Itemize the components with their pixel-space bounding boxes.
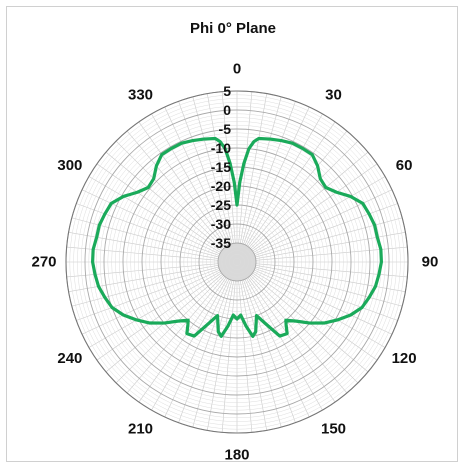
angle-tick-label: 60 <box>396 157 413 174</box>
polar-grid <box>65 90 409 434</box>
radial-gridline-minor <box>130 155 344 369</box>
radial-tick-label: -15 <box>211 159 231 175</box>
radial-gridline-minor <box>225 250 249 274</box>
radial-gridline-minor <box>88 113 386 411</box>
radial-tick-label: -30 <box>211 216 231 232</box>
radial-gridline-major <box>122 147 352 377</box>
radial-gridline-minor <box>134 159 340 365</box>
radial-gridline-minor <box>73 98 401 426</box>
radial-gridline-minor <box>107 132 367 392</box>
radial-gridline-major <box>103 128 371 396</box>
radial-tick-label: -25 <box>211 197 231 213</box>
radial-gridline-minor <box>80 105 394 419</box>
radial-gridline-major <box>160 185 314 339</box>
radial-tick-label: -20 <box>211 178 231 194</box>
radial-gridline-minor <box>118 143 356 381</box>
radial-gridline-minor <box>156 181 318 343</box>
angle-tick-label: 90 <box>422 254 439 271</box>
angle-tick-label: 180 <box>224 447 249 464</box>
radial-tick-label: -10 <box>211 140 231 156</box>
radial-gridline-minor <box>69 94 405 430</box>
radial-gridline-minor <box>137 162 337 362</box>
radial-gridline-minor <box>111 136 363 388</box>
radial-gridline-minor <box>115 140 359 384</box>
center-shade <box>218 243 256 281</box>
outer-ring <box>65 90 409 434</box>
radial-tick-label: -35 <box>211 235 231 251</box>
radial-gridline-minor <box>221 246 253 278</box>
radial-gridline-minor <box>99 124 375 400</box>
radial-tick-label: 5 <box>223 83 231 99</box>
radial-gridline-minor <box>210 235 264 289</box>
angle-tick-label: 120 <box>392 350 417 367</box>
series-line-0 <box>91 136 383 338</box>
radial-gridline-major <box>198 223 276 301</box>
radial-gridline-minor <box>229 254 245 270</box>
angle-tick-label: 330 <box>128 86 153 103</box>
radial-tick-label: -5 <box>219 121 232 137</box>
angle-tick-label: 210 <box>128 421 153 438</box>
radial-gridline-major <box>141 166 333 358</box>
angle-tick-label: 150 <box>321 421 346 438</box>
radial-gridline-minor <box>145 170 329 354</box>
radial-gridline-minor <box>213 238 261 286</box>
radial-gridline-major <box>217 242 257 282</box>
radial-gridline-minor <box>187 212 287 312</box>
radial-gridline-minor <box>77 102 397 422</box>
radial-gridline-minor <box>206 231 268 293</box>
angle-tick-label: 0 <box>233 61 241 78</box>
radial-gridline-minor <box>96 121 378 403</box>
series-group <box>91 136 383 338</box>
chart-title: Phi 0° Plane <box>189 20 277 37</box>
radial-gridline-minor <box>183 208 291 316</box>
radial-gridline-minor <box>232 257 242 267</box>
radial-tick-label: 0 <box>223 102 231 118</box>
angle-tick-label: 300 <box>57 157 82 174</box>
radial-gridline-minor <box>164 189 310 335</box>
radial-gridline-major <box>84 109 390 415</box>
radial-gridline-minor <box>126 151 348 373</box>
angle-tick-label: 30 <box>325 86 342 103</box>
radial-gridline-minor <box>191 216 283 308</box>
radial-gridline-minor <box>202 227 272 297</box>
angle-tick-label: 270 <box>31 254 56 271</box>
radial-gridline-minor <box>153 178 321 346</box>
radial-gridline-minor <box>194 219 280 305</box>
radial-gridline-minor <box>149 174 325 350</box>
angle-tick-label: 240 <box>57 350 82 367</box>
